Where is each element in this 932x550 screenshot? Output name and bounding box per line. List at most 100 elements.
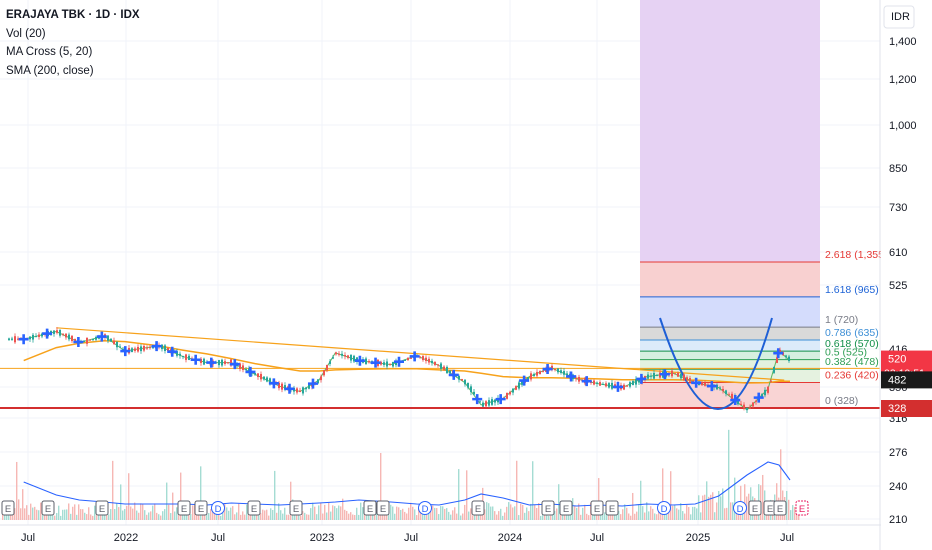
event-label[interactable]: E [752,504,758,515]
volume-bar [722,488,724,520]
event-label[interactable]: E [45,504,51,515]
volume-bar [306,514,308,520]
volume-bar [346,510,348,520]
volume-bar [14,508,16,520]
volume-bar [210,509,212,520]
volume-bar [706,481,708,520]
event-label[interactable]: E [563,504,569,515]
time-tick-label: 2024 [498,532,522,544]
volume-bar [550,515,552,520]
event-label[interactable]: E [367,504,373,515]
candle-body [296,388,298,393]
volume-bar [582,507,584,520]
time-axis[interactable]: Jul 2022 Jul 2023 Jul 2024 Jul 2025 Jul [21,532,794,544]
indicator-ma-cross[interactable]: MA Cross (5, 20) [6,46,93,58]
candle-body [674,373,676,375]
volume-bar [206,512,208,520]
event-label[interactable]: E [198,504,204,515]
event-label[interactable]: D [422,504,429,515]
volume-bar [690,514,692,520]
candle-body [767,386,769,393]
event-label[interactable]: E [251,504,257,515]
candle-body [512,388,514,393]
volume-bar [394,513,396,520]
candle-body [182,356,184,358]
event-label[interactable]: D [737,504,744,515]
volume-bar [314,506,316,520]
candle-body [137,346,139,352]
symbol-title[interactable]: ERAJAYA TBK · 1D · IDX [6,9,140,21]
candle-body [326,364,328,371]
time-tick-label: Jul [211,532,225,544]
candle-body [344,355,346,357]
volume-bar [244,514,246,520]
event-label[interactable]: E [293,504,299,515]
event-label[interactable]: E [475,504,481,515]
volume-bar [426,514,428,520]
ma-cross-marker [151,341,162,352]
volume-bar [388,514,390,520]
candle-body [62,333,64,335]
price-tick-label: 610 [889,247,907,259]
ma-cross-marker [96,331,107,342]
candle-body [773,367,775,373]
fib-zone [640,261,820,297]
candle-body [164,345,166,351]
volume-bar [26,505,28,520]
candle-body [230,359,232,366]
volume-bar [136,510,138,520]
candle-body [521,381,523,385]
earnings-marker [559,500,573,516]
event-label[interactable]: E [5,504,11,515]
candle-body [257,373,259,377]
volume-bar [22,489,24,520]
volume-bar [70,513,72,520]
volume-bar [460,515,462,520]
volume-bar [676,508,678,520]
event-label[interactable]: E [767,504,773,515]
volume-bar [198,512,200,520]
volume-bar [350,512,352,520]
upcoming-earnings-marker [795,500,809,516]
volume-bar [548,515,550,520]
event-label[interactable]: E [99,504,105,515]
indicator-sma[interactable]: SMA (200, close) [6,64,94,77]
volume-bar [400,509,402,520]
event-label[interactable]: E [609,504,615,515]
candle-body [728,394,730,396]
event-label[interactable]: D [661,504,668,515]
fib-level-label: 1 (720) [825,314,858,326]
volume-bar [166,482,168,520]
candle-body [245,368,247,370]
volume-bar [536,508,538,520]
candle-body [146,347,148,349]
candle-body [602,383,604,385]
volume-bar [634,513,636,520]
event-label[interactable]: D [215,504,222,515]
event-label[interactable]: E [181,504,187,515]
price-axis[interactable]: IDR1,4001,2001,0008507306105254163563162… [881,5,932,526]
support-value: 328 [888,403,906,415]
price-axis-bg [881,0,932,550]
price-tick-label: 276 [889,447,907,459]
ma-cross-marker [18,334,29,345]
support-value-badge [881,400,932,417]
candle-body [719,387,721,389]
candle-body [494,399,496,403]
volume-bar [700,512,702,520]
event-label[interactable]: E [545,504,551,515]
event-label[interactable]: E [777,504,783,515]
event-label[interactable]: E [380,504,386,515]
volume-bar [442,506,444,520]
volume-bar [708,496,710,520]
volume-bar [692,506,694,520]
indicator-volume[interactable]: Vol (20) [6,27,46,40]
event-label[interactable]: E [594,504,600,515]
volume-bar [158,514,160,520]
volume-bar [274,470,276,520]
volume-bar [682,511,684,520]
volume-bar [464,504,466,520]
ma-cross-marker [229,359,240,370]
